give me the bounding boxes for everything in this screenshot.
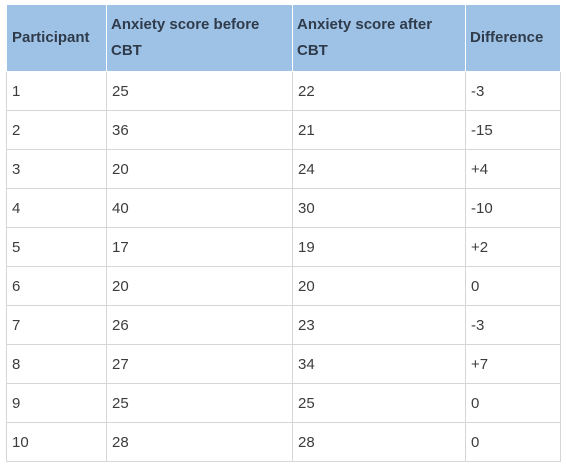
cell-difference: -15 xyxy=(465,110,561,150)
table-row: 2 36 21 -15 xyxy=(6,110,561,150)
table-row: 5 17 19 +2 xyxy=(6,227,561,267)
cell-participant: 4 xyxy=(6,188,107,228)
cell-score-before: 28 xyxy=(106,422,293,462)
cell-difference: 0 xyxy=(465,422,561,462)
cell-score-before: 20 xyxy=(106,266,293,306)
table-row: 7 26 23 -3 xyxy=(6,305,561,345)
cell-difference: 0 xyxy=(465,383,561,423)
cell-participant: 2 xyxy=(6,110,107,150)
cell-score-before: 25 xyxy=(106,383,293,423)
cell-participant: 1 xyxy=(6,71,107,111)
cell-score-after: 22 xyxy=(292,71,466,111)
cell-score-after: 20 xyxy=(292,266,466,306)
cell-score-before: 27 xyxy=(106,344,293,384)
header-score-before: Anxiety score before CBT xyxy=(106,4,293,72)
cell-participant: 9 xyxy=(6,383,107,423)
header-score-after: Anxiety score after CBT xyxy=(292,4,466,72)
table-row: 3 20 24 +4 xyxy=(6,149,561,189)
table-row: 10 28 28 0 xyxy=(6,422,561,462)
cell-difference: -3 xyxy=(465,71,561,111)
cell-score-after: 24 xyxy=(292,149,466,189)
header-row: Participant Anxiety score before CBT Anx… xyxy=(6,4,561,72)
cell-participant: 10 xyxy=(6,422,107,462)
cell-score-after: 19 xyxy=(292,227,466,267)
anxiety-scores-table: Participant Anxiety score before CBT Anx… xyxy=(6,4,561,462)
cell-difference: +2 xyxy=(465,227,561,267)
cell-score-after: 23 xyxy=(292,305,466,345)
table-row: 6 20 20 0 xyxy=(6,266,561,306)
cell-score-before: 40 xyxy=(106,188,293,228)
cell-difference: -10 xyxy=(465,188,561,228)
cell-difference: -3 xyxy=(465,305,561,345)
table-row: 1 25 22 -3 xyxy=(6,71,561,111)
table-row: 4 40 30 -10 xyxy=(6,188,561,228)
cell-participant: 5 xyxy=(6,227,107,267)
cell-score-after: 25 xyxy=(292,383,466,423)
cell-score-after: 28 xyxy=(292,422,466,462)
table-body: 1 25 22 -3 2 36 21 -15 3 20 24 +4 4 40 3… xyxy=(6,71,561,462)
cell-difference: 0 xyxy=(465,266,561,306)
cell-score-before: 25 xyxy=(106,71,293,111)
table-row: 9 25 25 0 xyxy=(6,383,561,423)
cell-score-after: 30 xyxy=(292,188,466,228)
cell-participant: 7 xyxy=(6,305,107,345)
header-participant: Participant xyxy=(6,4,107,72)
header-difference: Difference xyxy=(465,4,561,72)
cell-score-before: 20 xyxy=(106,149,293,189)
table-row: 8 27 34 +7 xyxy=(6,344,561,384)
table-header: Participant Anxiety score before CBT Anx… xyxy=(6,4,561,72)
cell-score-before: 36 xyxy=(106,110,293,150)
cell-score-after: 34 xyxy=(292,344,466,384)
cell-participant: 8 xyxy=(6,344,107,384)
cell-difference: +4 xyxy=(465,149,561,189)
cell-difference: +7 xyxy=(465,344,561,384)
cell-participant: 3 xyxy=(6,149,107,189)
anxiety-scores-table-container: Participant Anxiety score before CBT Anx… xyxy=(6,4,561,462)
cell-score-after: 21 xyxy=(292,110,466,150)
cell-score-before: 26 xyxy=(106,305,293,345)
cell-score-before: 17 xyxy=(106,227,293,267)
cell-participant: 6 xyxy=(6,266,107,306)
